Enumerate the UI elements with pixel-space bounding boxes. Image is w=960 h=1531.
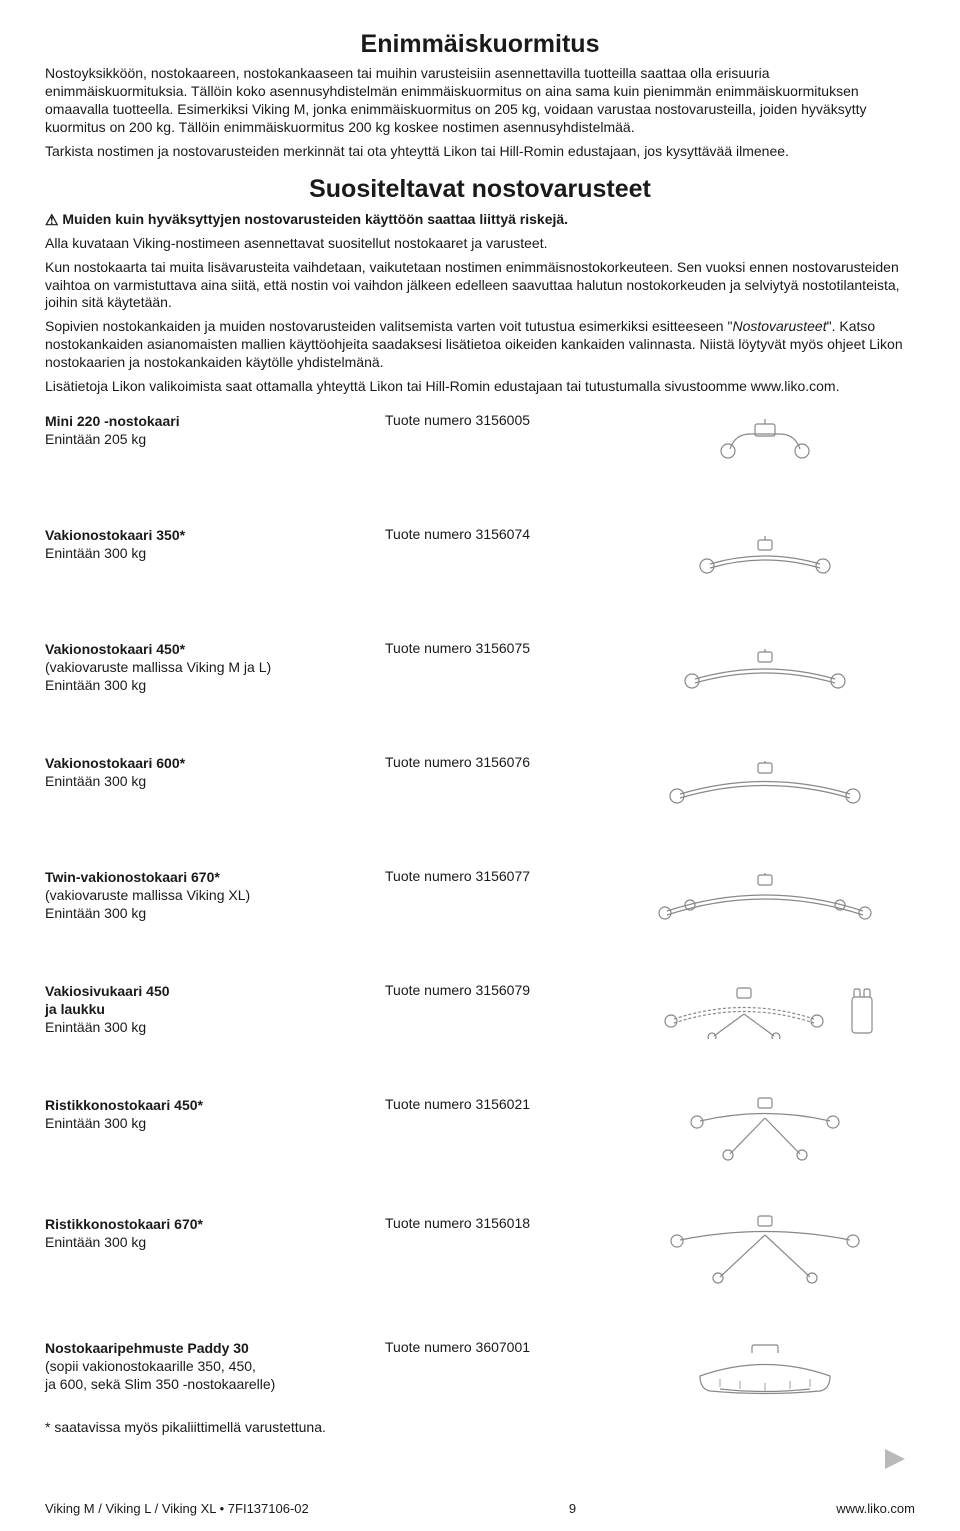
product-row: Vakiosivukaari 450 ja laukku Enintään 30… <box>45 982 915 1042</box>
product-info: Ristikkonostokaari 670* Enintään 300 kg <box>45 1215 385 1251</box>
product-sub1: Enintään 300 kg <box>45 545 146 561</box>
product-sub2: ja 600, sekä Slim 350 -nostokaarelle) <box>45 1376 275 1392</box>
product-sub2: Enintään 300 kg <box>45 1019 146 1035</box>
product-title: Ristikkonostokaari 450* <box>45 1097 203 1113</box>
warning-text: Muiden kuin hyväksyttyjen nostovarusteid… <box>62 211 568 227</box>
product-title: Mini 220 -nostokaari <box>45 413 180 429</box>
product-info: Vakionostokaari 600* Enintään 300 kg <box>45 754 385 790</box>
product-code: Tuote numero 3156077 <box>385 868 595 884</box>
product-info: Ristikkonostokaari 450* Enintään 300 kg <box>45 1096 385 1132</box>
product-info: Vakiosivukaari 450 ja laukku Enintään 30… <box>45 982 385 1037</box>
product-sub1: ja laukku <box>45 1001 105 1017</box>
product-info: Vakionostokaari 450* (vakiovaruste malli… <box>45 640 385 695</box>
product-code: Tuote numero 3156021 <box>385 1096 595 1112</box>
product-sub1: Enintään 300 kg <box>45 1115 146 1131</box>
para-4: Kun nostokaarta tai muita lisävarusteita… <box>45 259 915 313</box>
product-sub1: (sopii vakionostokaarille 350, 450, <box>45 1358 256 1374</box>
product-sub2: Enintään 300 kg <box>45 905 146 921</box>
product-image <box>595 412 915 472</box>
product-title: Ristikkonostokaari 670* <box>45 1216 203 1232</box>
para-1: Nostoyksikköön, nostokaareen, nostokanka… <box>45 65 915 137</box>
product-sub1: (vakiovaruste mallissa Viking M ja L) <box>45 659 271 675</box>
product-row: Mini 220 -nostokaari Enintään 205 kg Tuo… <box>45 412 915 472</box>
product-image <box>595 1096 915 1161</box>
next-page-arrow-icon <box>885 1449 905 1469</box>
product-row: Nostokaaripehmuste Paddy 30 (sopii vakio… <box>45 1339 915 1399</box>
product-code: Tuote numero 3607001 <box>385 1339 595 1355</box>
product-info: Vakionostokaari 350* Enintään 300 kg <box>45 526 385 562</box>
product-code: Tuote numero 3156079 <box>385 982 595 998</box>
para-5: Sopivien nostokankaiden ja muiden nostov… <box>45 318 915 372</box>
product-sub1: Enintään 300 kg <box>45 773 146 789</box>
product-row: Vakionostokaari 600* Enintään 300 kg Tuo… <box>45 754 915 814</box>
product-code: Tuote numero 3156018 <box>385 1215 595 1231</box>
footer-right: www.liko.com <box>836 1501 915 1516</box>
product-sub1: (vakiovaruste mallissa Viking XL) <box>45 887 250 903</box>
heading-recommended: Suositeltavat nostovarusteet <box>45 175 915 204</box>
product-image <box>595 526 915 586</box>
footer-left: Viking M / Viking L / Viking XL • 7FI137… <box>45 1501 309 1516</box>
heading-max-load: Enimmäiskuormitus <box>45 30 915 59</box>
product-list: Mini 220 -nostokaari Enintään 205 kg Tuo… <box>45 412 915 1399</box>
product-title: Vakionostokaari 600* <box>45 755 185 771</box>
product-code: Tuote numero 3156074 <box>385 526 595 542</box>
footer-page-number: 9 <box>569 1501 576 1516</box>
product-sub1: Enintään 300 kg <box>45 1234 146 1250</box>
product-image <box>595 982 915 1042</box>
product-title: Vakiosivukaari 450 <box>45 983 170 999</box>
product-code: Tuote numero 3156005 <box>385 412 595 428</box>
product-row: Ristikkonostokaari 450* Enintään 300 kg … <box>45 1096 915 1161</box>
product-title: Nostokaaripehmuste Paddy 30 <box>45 1340 249 1356</box>
product-title: Vakionostokaari 450* <box>45 641 185 657</box>
para5b-italic: Nostovarusteet <box>732 318 826 334</box>
para-6: Lisätietoja Likon valikoimista saat otta… <box>45 378 915 396</box>
product-row: Twin-vakionostokaari 670* (vakiovaruste … <box>45 868 915 928</box>
arrow-wrap <box>45 1443 915 1469</box>
product-row: Ristikkonostokaari 670* Enintään 300 kg … <box>45 1215 915 1285</box>
product-code: Tuote numero 3156076 <box>385 754 595 770</box>
warning-line: ⚠ Muiden kuin hyväksyttyjen nostovaruste… <box>45 210 915 229</box>
product-code: Tuote numero 3156075 <box>385 640 595 656</box>
product-image <box>595 868 915 928</box>
warning-icon: ⚠ <box>45 211 58 230</box>
product-image <box>595 754 915 814</box>
product-info: Twin-vakionostokaari 670* (vakiovaruste … <box>45 868 385 923</box>
product-title: Vakionostokaari 350* <box>45 527 185 543</box>
product-info: Mini 220 -nostokaari Enintään 205 kg <box>45 412 385 448</box>
product-image <box>595 640 915 700</box>
para-3: Alla kuvataan Viking-nostimeen asennetta… <box>45 235 915 253</box>
product-sub2: Enintään 300 kg <box>45 677 146 693</box>
footnote: * saatavissa myös pikaliittimellä varust… <box>45 1419 915 1437</box>
page-footer: Viking M / Viking L / Viking XL • 7FI137… <box>45 1495 915 1516</box>
product-row: Vakionostokaari 350* Enintään 300 kg Tuo… <box>45 526 915 586</box>
product-title: Twin-vakionostokaari 670* <box>45 869 220 885</box>
product-image <box>595 1339 915 1399</box>
product-sub1: Enintään 205 kg <box>45 431 146 447</box>
product-info: Nostokaaripehmuste Paddy 30 (sopii vakio… <box>45 1339 385 1394</box>
para-2: Tarkista nostimen ja nostovarusteiden me… <box>45 143 915 161</box>
product-image <box>595 1215 915 1285</box>
product-row: Vakionostokaari 450* (vakiovaruste malli… <box>45 640 915 700</box>
para5a: Sopivien nostokankaiden ja muiden nostov… <box>45 318 732 334</box>
